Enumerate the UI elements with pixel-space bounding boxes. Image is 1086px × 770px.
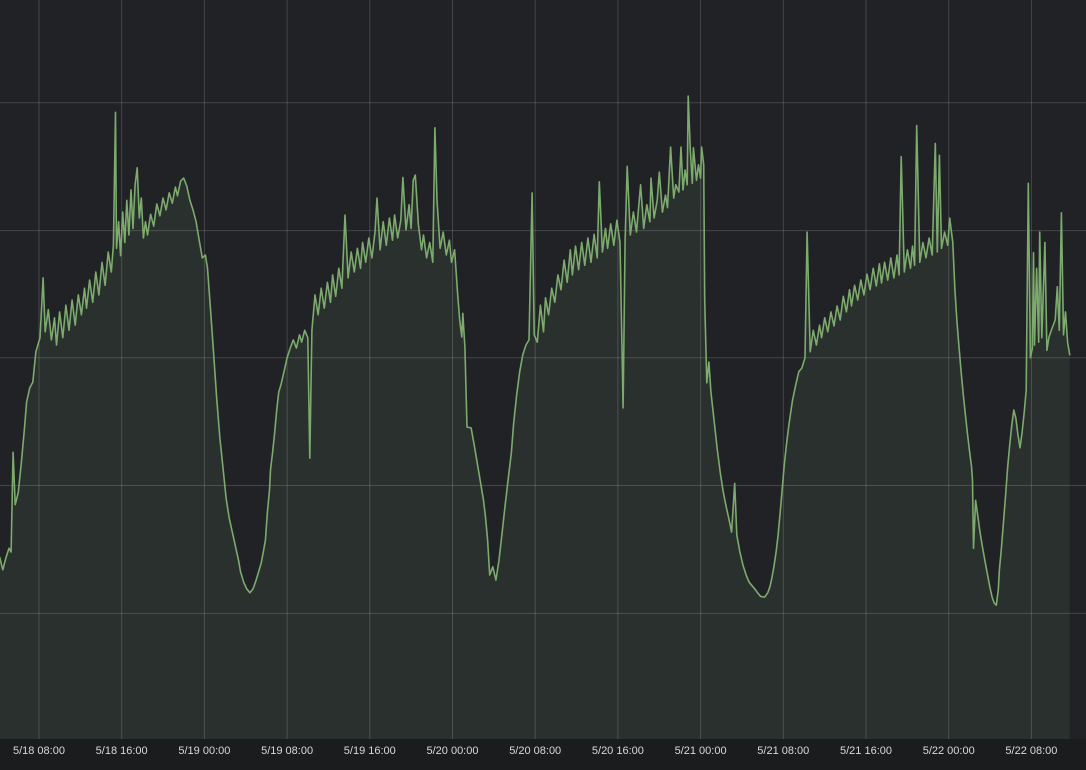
x-axis-tick-label: 5/20 16:00 bbox=[591, 745, 644, 757]
plot-area[interactable] bbox=[0, 0, 1086, 739]
series-line bbox=[0, 95, 1071, 606]
x-axis-tick-label: 5/21 00:00 bbox=[674, 745, 727, 757]
series-area-fill bbox=[0, 96, 1070, 739]
x-axis-tick-label: 5/22 08:00 bbox=[1005, 745, 1058, 757]
x-axis-tick-label: 5/19 00:00 bbox=[178, 745, 231, 757]
x-axis-tick-label: 5/20 08:00 bbox=[509, 745, 562, 757]
x-axis-tick-label: 5/20 00:00 bbox=[426, 745, 479, 757]
x-axis-tick-label: 5/21 16:00 bbox=[840, 745, 892, 757]
x-axis-tick-label: 5/22 00:00 bbox=[922, 745, 975, 757]
x-axis-labels: 5/18 08:00 5/18 16:00 5/19 00:00 5/19 08:00… bbox=[0, 739, 1086, 770]
x-axis-tick-label: 5/19 16:00 bbox=[343, 745, 396, 757]
x-axis-tick-label: 5/18 16:00 bbox=[95, 745, 148, 757]
x-axis-tick-label: 5/19 08:00 bbox=[261, 745, 314, 757]
grid-lines bbox=[0, 0, 1086, 739]
x-axis-tick-label: 5/21 08:00 bbox=[757, 745, 810, 757]
x-axis-tick-label: 5/18 08:00 bbox=[12, 745, 65, 757]
